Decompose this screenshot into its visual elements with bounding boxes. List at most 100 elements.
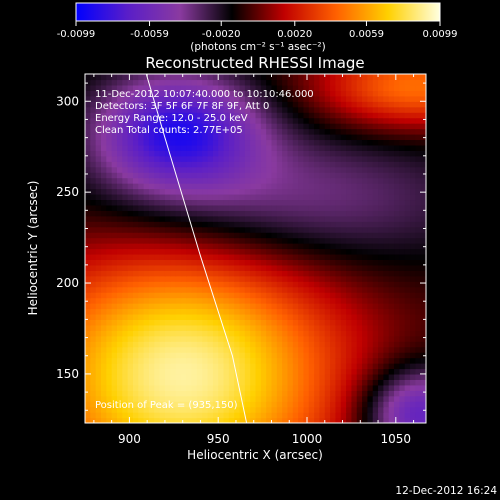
heatmap-cell bbox=[292, 270, 299, 277]
heatmap-cell bbox=[212, 74, 219, 81]
heatmap-cell bbox=[202, 84, 209, 91]
heatmap-cell bbox=[148, 248, 155, 255]
heatmap-cell bbox=[303, 188, 310, 195]
heatmap-cell bbox=[255, 341, 262, 348]
heatmap-cell bbox=[255, 144, 262, 151]
heatmap-cell bbox=[308, 79, 315, 86]
heatmap-cell bbox=[244, 297, 251, 304]
heatmap-cell bbox=[282, 155, 289, 162]
heatmap-cell bbox=[95, 193, 102, 201]
heatmap-cell bbox=[218, 363, 225, 370]
heatmap-cell bbox=[420, 243, 426, 250]
heatmap-cell bbox=[260, 275, 267, 282]
heatmap-cell bbox=[383, 303, 390, 310]
heatmap-cell bbox=[228, 363, 235, 370]
heatmap-cell bbox=[218, 303, 225, 310]
heatmap-cell bbox=[100, 193, 107, 201]
heatmap-cell bbox=[340, 384, 347, 391]
heatmap-cell bbox=[388, 324, 395, 331]
heatmap-cell bbox=[351, 215, 358, 222]
heatmap-cell bbox=[410, 155, 416, 162]
heatmap-cell bbox=[378, 401, 384, 408]
heatmap-cell bbox=[266, 379, 273, 386]
heatmap-cell bbox=[223, 193, 230, 201]
heatmap-cell bbox=[111, 275, 118, 282]
heatmap-cell bbox=[228, 95, 235, 102]
heatmap-cell bbox=[170, 95, 177, 102]
heatmap-cell bbox=[372, 166, 379, 173]
heatmap-cell bbox=[170, 84, 177, 91]
heatmap-cell bbox=[250, 352, 257, 359]
heatmap-cell bbox=[388, 221, 395, 228]
heatmap-cell bbox=[95, 248, 102, 255]
heatmap-cell bbox=[282, 275, 289, 282]
heatmap-cell bbox=[164, 373, 171, 380]
heatmap-cell bbox=[255, 139, 262, 146]
heatmap-cell bbox=[340, 324, 347, 331]
heatmap-cell bbox=[383, 95, 390, 102]
heatmap-cell bbox=[127, 204, 134, 211]
heatmap-cell bbox=[335, 84, 342, 91]
heatmap-cell bbox=[282, 308, 289, 315]
heatmap-cell bbox=[346, 368, 353, 375]
heatmap-cell bbox=[228, 248, 235, 255]
heatmap-cell bbox=[164, 406, 171, 413]
heatmap-cell bbox=[207, 177, 214, 184]
heatmap-cell bbox=[218, 128, 225, 135]
heatmap-cell bbox=[420, 292, 426, 299]
heatmap-cell bbox=[415, 161, 422, 168]
heatmap-cell bbox=[175, 90, 182, 97]
heatmap-cell bbox=[378, 139, 384, 146]
heatmap-cell bbox=[319, 406, 326, 413]
heatmap-cell bbox=[266, 335, 273, 342]
heatmap-cell bbox=[271, 341, 278, 348]
heatmap-cell bbox=[250, 341, 257, 348]
heatmap-cell bbox=[212, 324, 219, 331]
heatmap-cell bbox=[239, 144, 246, 151]
heatmap-cell bbox=[415, 221, 422, 228]
heatmap-cell bbox=[335, 412, 342, 419]
heatmap-cell bbox=[340, 117, 347, 124]
heatmap-cell bbox=[191, 286, 198, 293]
heatmap-cell bbox=[372, 319, 379, 326]
heatmap-cell bbox=[164, 384, 171, 391]
heatmap-cell bbox=[148, 259, 155, 266]
heatmap-cell bbox=[372, 243, 379, 250]
heatmap-cell bbox=[292, 155, 299, 162]
heatmap-cell bbox=[255, 346, 262, 353]
heatmap-cell bbox=[85, 193, 91, 201]
heatmap-cell bbox=[415, 412, 422, 419]
heatmap-cell bbox=[212, 84, 219, 91]
annotation-peak-position: Position of Peak = (935,150) bbox=[95, 400, 238, 411]
heatmap-cell bbox=[95, 384, 102, 391]
heatmap-cell bbox=[335, 106, 342, 113]
heatmap-cell bbox=[95, 144, 102, 151]
heatmap-cell bbox=[106, 193, 113, 201]
heatmap-cell bbox=[191, 226, 198, 233]
heatmap-cell bbox=[255, 313, 262, 320]
heatmap-cell bbox=[106, 232, 113, 239]
heatmap-cell bbox=[330, 101, 337, 108]
heatmap-cell bbox=[319, 90, 326, 97]
heatmap-cell bbox=[164, 84, 171, 91]
heatmap-cell bbox=[324, 253, 331, 260]
heatmap-cell bbox=[394, 395, 400, 402]
heatmap-cell bbox=[132, 112, 139, 119]
heatmap-cell bbox=[298, 74, 305, 81]
heatmap-cell bbox=[234, 346, 241, 353]
heatmap-cell bbox=[212, 303, 219, 310]
heatmap-cell bbox=[383, 79, 390, 86]
heatmap-cell bbox=[85, 324, 91, 331]
heatmap-cell bbox=[367, 199, 374, 206]
heatmap-cell bbox=[212, 112, 219, 119]
heatmap-cell bbox=[85, 172, 91, 179]
heatmap-cell bbox=[276, 330, 283, 337]
heatmap-cell bbox=[335, 128, 342, 135]
heatmap-cell bbox=[314, 264, 321, 271]
heatmap-cell bbox=[255, 373, 262, 380]
heatmap-cell bbox=[202, 319, 209, 326]
heatmap-cell bbox=[346, 243, 353, 250]
heatmap-cell bbox=[106, 384, 113, 391]
heatmap-cell bbox=[372, 90, 379, 97]
heatmap-cell bbox=[95, 199, 102, 206]
